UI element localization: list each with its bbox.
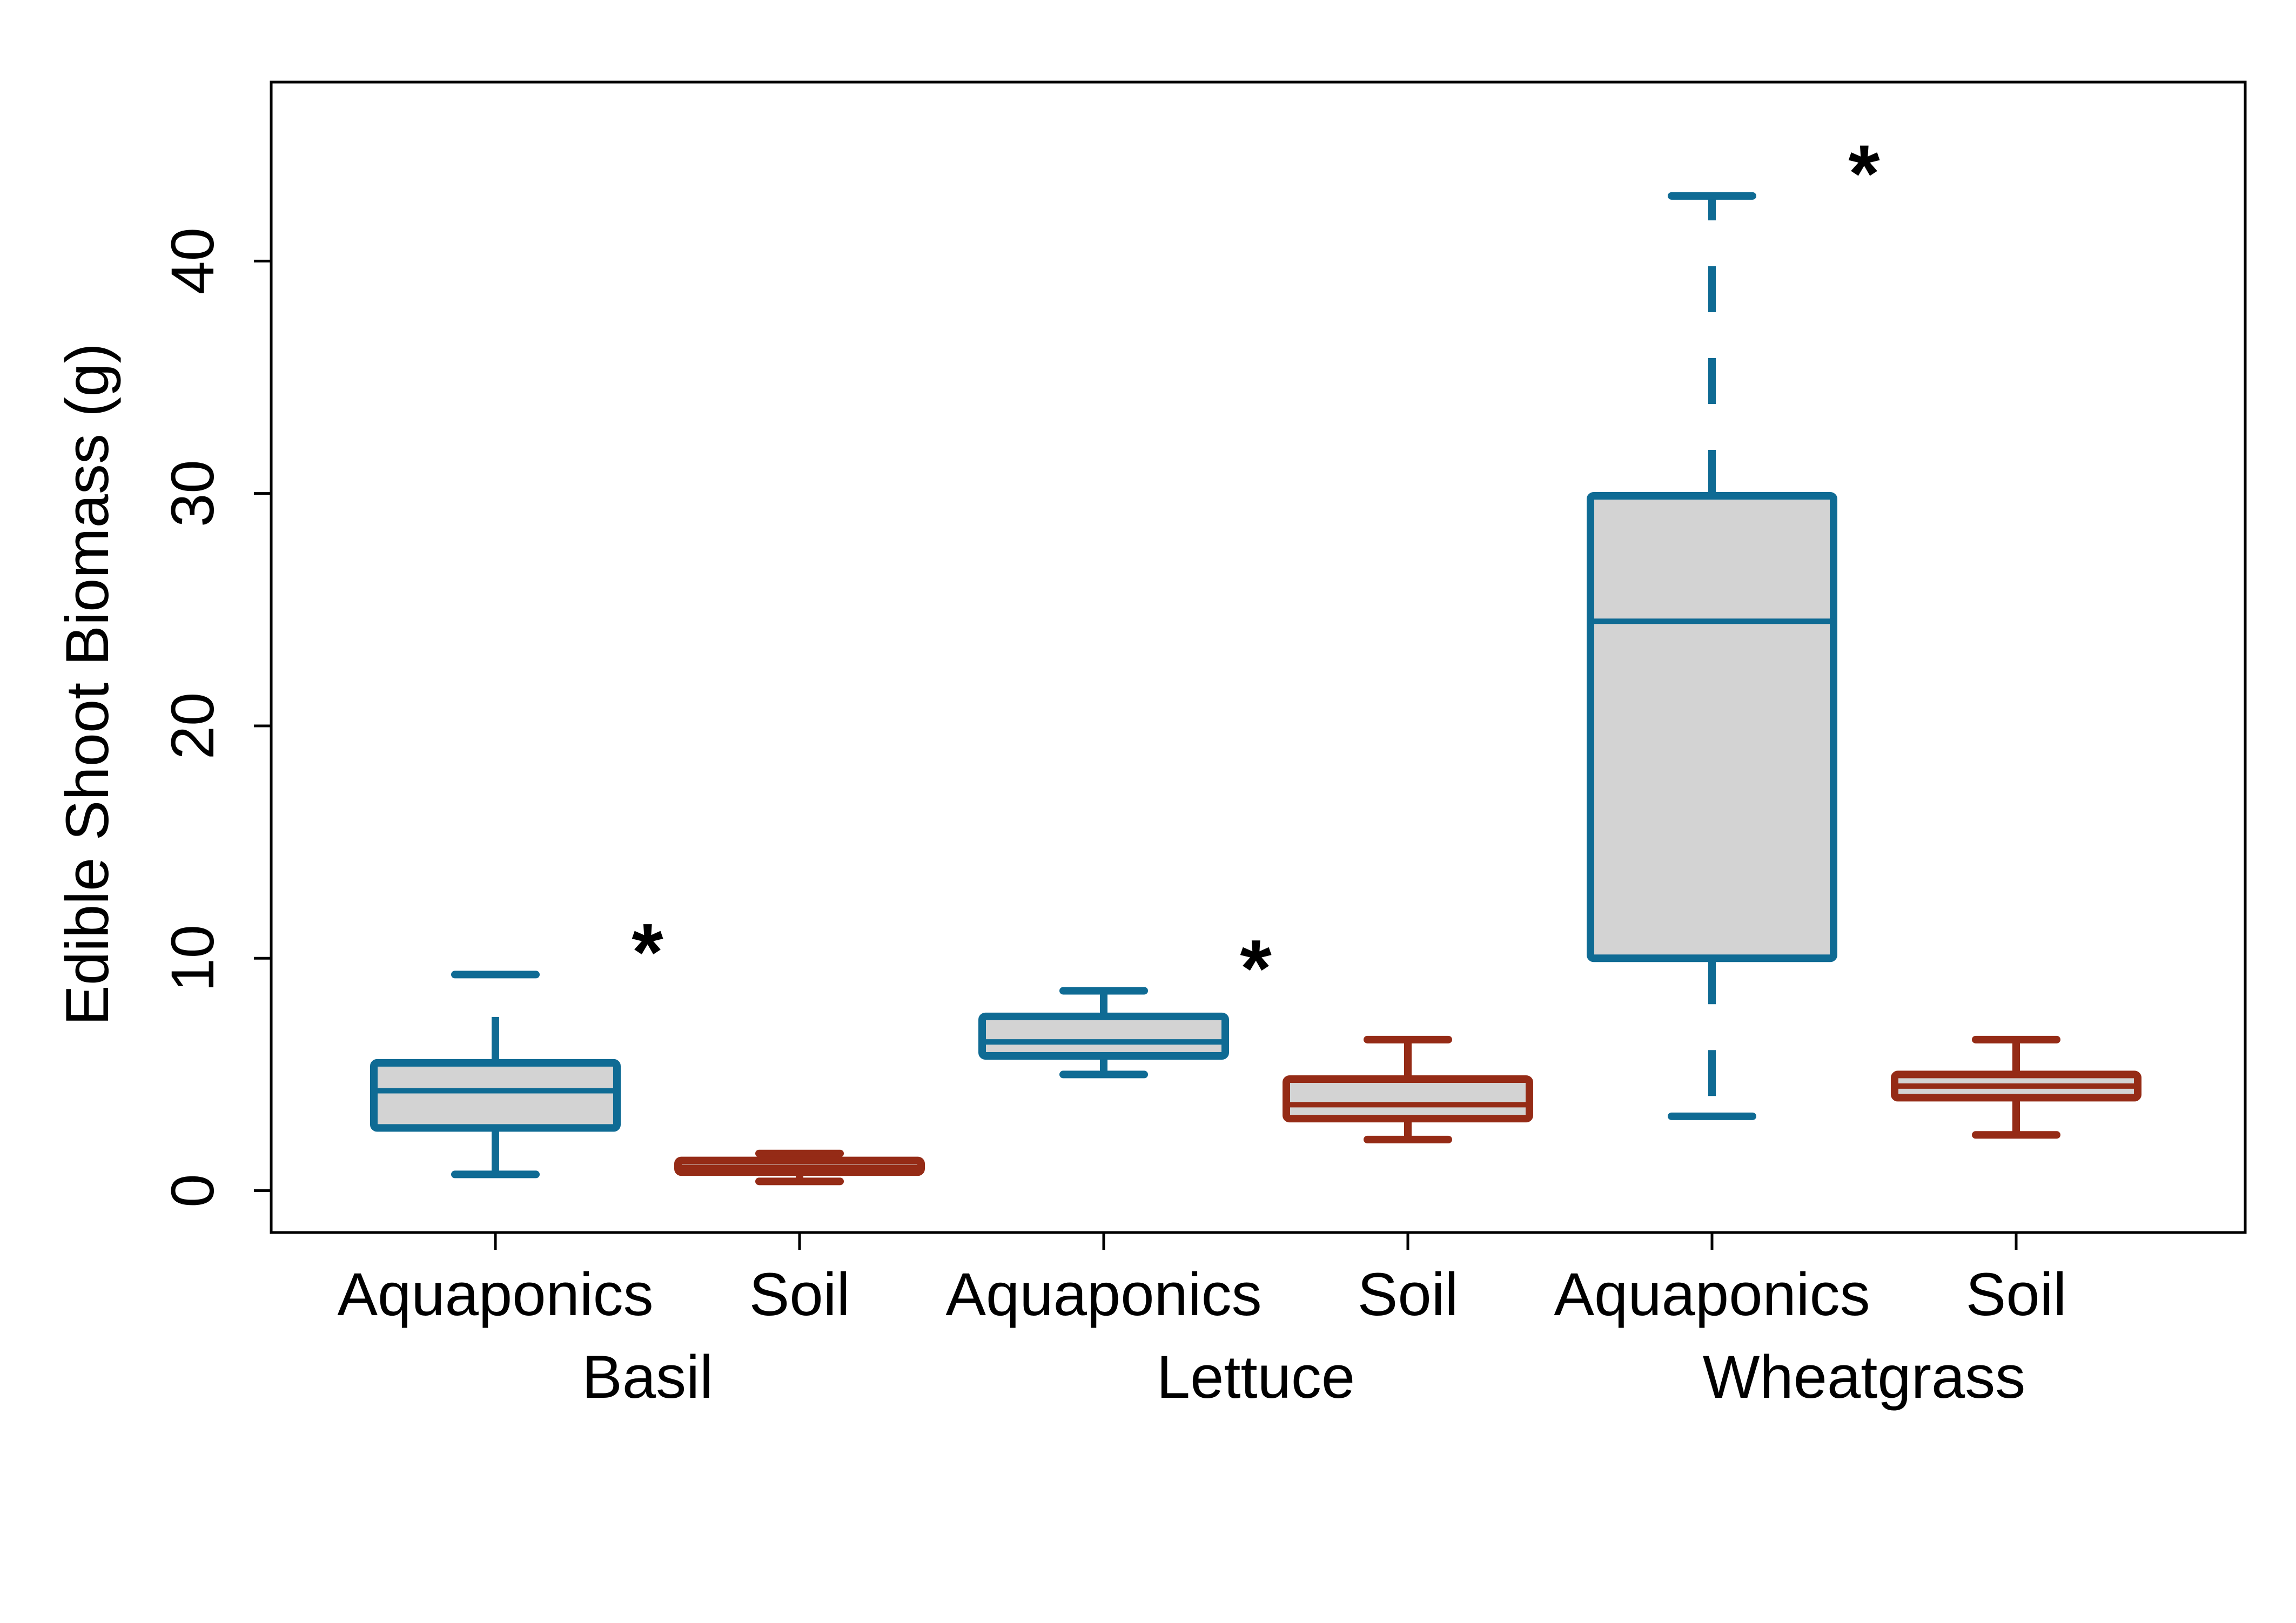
box-iqr xyxy=(1283,1075,1533,1123)
box-lettuce-aquaponics: Aquaponics xyxy=(945,987,1262,1328)
box-basil-soil: Soil xyxy=(674,1149,925,1328)
box-wheatgrass-aquaponics: Aquaponics xyxy=(1554,192,1870,1328)
y-tick-label: 10 xyxy=(159,925,226,992)
box-iqr xyxy=(978,1012,1229,1060)
group-label-lettuce: Lettuce xyxy=(1157,1343,1355,1411)
plot-frame xyxy=(270,80,2247,1234)
group-label-basil: Basil xyxy=(582,1343,713,1411)
box-iqr xyxy=(370,1059,621,1132)
x-tick-label: Aquaponics xyxy=(945,1261,1261,1328)
x-tick-label: Soil xyxy=(1358,1261,1459,1328)
y-tick-label: 0 xyxy=(159,1174,226,1207)
significance-star-wheatgrass: * xyxy=(1848,128,1880,219)
significance-star-basil: * xyxy=(632,906,663,997)
x-tick-label: Soil xyxy=(749,1261,850,1328)
y-tick-label: 20 xyxy=(159,692,226,760)
x-tick-label: Soil xyxy=(1966,1261,2067,1328)
y-axis-label: Edible Shoot Biomass (g) xyxy=(53,343,121,1026)
box-basil-aquaponics: Aquaponics xyxy=(337,971,654,1328)
x-tick-label: Aquaponics xyxy=(1554,1261,1870,1328)
group-label-wheatgrass: Wheatgrass xyxy=(1703,1343,2026,1411)
box-iqr xyxy=(1587,491,1837,962)
y-tick-label: 30 xyxy=(159,460,226,527)
y-tick-label: 40 xyxy=(159,227,226,295)
x-tick-label: Aquaponics xyxy=(337,1261,653,1328)
box-lettuce-soil: Soil xyxy=(1283,1035,1533,1328)
significance-star-lettuce: * xyxy=(1240,922,1272,1013)
box-wheatgrass-soil: Soil xyxy=(1891,1035,2141,1328)
